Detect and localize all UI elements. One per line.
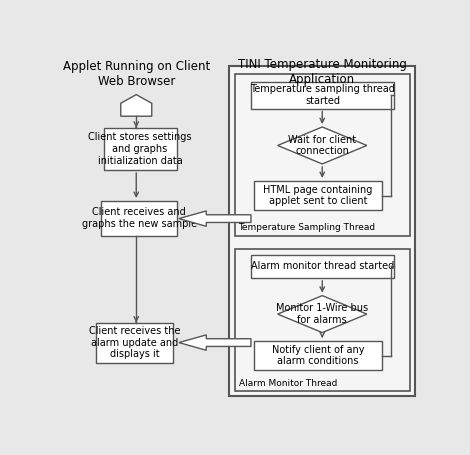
FancyBboxPatch shape [251,81,394,108]
FancyBboxPatch shape [104,128,177,170]
FancyBboxPatch shape [96,323,173,363]
FancyBboxPatch shape [235,74,410,236]
Text: Client stores settings
and graphs
initialization data: Client stores settings and graphs initia… [88,132,192,166]
Text: Temperature sampling thread
started: Temperature sampling thread started [250,84,395,106]
FancyBboxPatch shape [251,255,394,278]
Text: Client receives the
alarm update and
displays it: Client receives the alarm update and dis… [89,326,180,359]
Text: Alarm monitor thread started: Alarm monitor thread started [251,261,394,271]
Text: Applet Running on Client
Web Browser: Applet Running on Client Web Browser [63,60,210,88]
FancyBboxPatch shape [229,66,415,396]
FancyBboxPatch shape [254,181,382,210]
Text: Notify client of any
alarm conditions: Notify client of any alarm conditions [272,345,364,366]
Polygon shape [278,127,367,164]
Text: Monitor 1-Wire bus
for alarms: Monitor 1-Wire bus for alarms [276,303,368,325]
Text: HTML page containing
applet sent to client: HTML page containing applet sent to clie… [263,185,373,206]
FancyBboxPatch shape [102,201,177,236]
Polygon shape [179,335,251,350]
FancyBboxPatch shape [254,341,382,370]
Text: TINI Temperature Monitoring
Application: TINI Temperature Monitoring Application [238,58,407,86]
Polygon shape [121,95,152,116]
Polygon shape [179,211,251,226]
FancyBboxPatch shape [235,248,410,391]
Text: Alarm Monitor Thread: Alarm Monitor Thread [239,379,337,388]
Text: Temperature Sampling Thread: Temperature Sampling Thread [239,223,376,233]
Text: Client receives and
graphs the new sample: Client receives and graphs the new sampl… [82,207,197,229]
Polygon shape [278,296,367,333]
Text: Wait for client
connection: Wait for client connection [288,135,356,156]
